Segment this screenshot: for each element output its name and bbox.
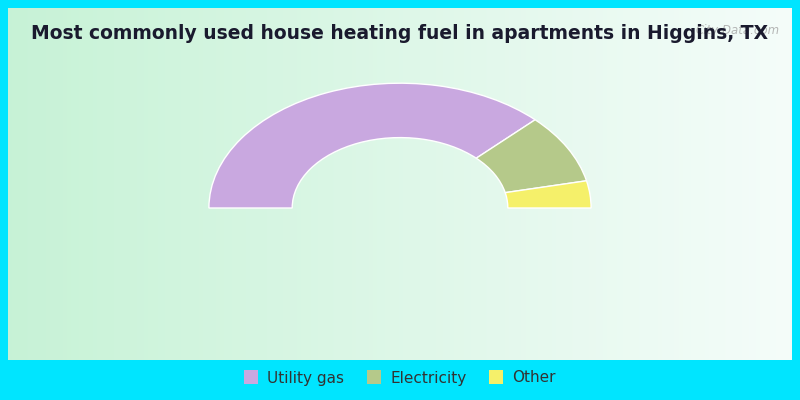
Legend: Utility gas, Electricity, Other: Utility gas, Electricity, Other [238, 364, 562, 392]
Wedge shape [476, 120, 586, 193]
Wedge shape [506, 181, 591, 208]
Wedge shape [209, 83, 535, 208]
Text: City-Data.com: City-Data.com [696, 24, 780, 37]
Text: Most commonly used house heating fuel in apartments in Higgins, TX: Most commonly used house heating fuel in… [31, 24, 769, 43]
